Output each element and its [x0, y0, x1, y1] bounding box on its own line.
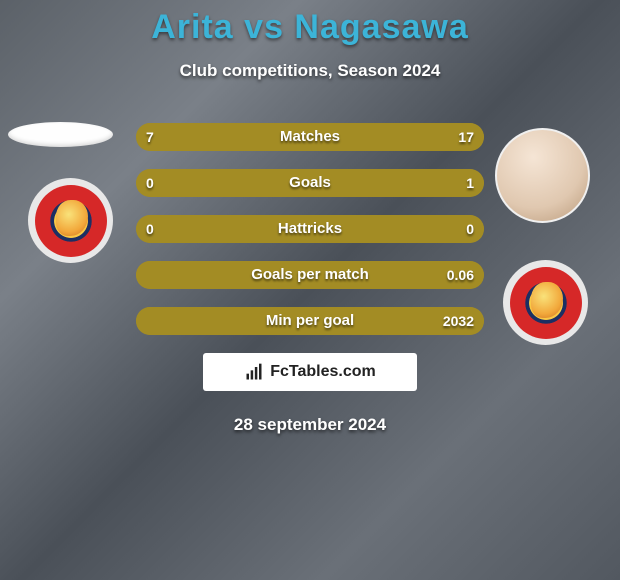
stat-value-left: 0	[146, 169, 154, 197]
vegalta-logo-icon	[35, 185, 107, 257]
stat-row: Hattricks0 0	[136, 215, 484, 243]
stat-value-left: 0	[146, 215, 154, 243]
stat-value-right: 0.06	[447, 261, 474, 289]
stat-label: Min per goal	[136, 307, 484, 335]
stat-value-right: 2032	[443, 307, 474, 335]
stat-value-right: 1	[466, 169, 474, 197]
watermark[interactable]: FcTables.com	[203, 353, 417, 391]
page-title: Arita vs Nagasawa	[0, 0, 620, 47]
stat-label: Hattricks	[136, 215, 484, 243]
stat-row: Matches7 17	[136, 123, 484, 151]
comparison-card: Arita vs Nagasawa Club competitions, Sea…	[0, 0, 620, 580]
club-logo-left	[28, 178, 113, 263]
chart-icon	[244, 362, 264, 382]
stat-value-left: 7	[146, 123, 154, 151]
stat-label: Matches	[136, 123, 484, 151]
stat-label: Goals	[136, 169, 484, 197]
stat-row: Min per goal2032	[136, 307, 484, 335]
date-label: 28 september 2024	[0, 415, 620, 435]
stat-value-right: 17	[458, 123, 474, 151]
player-left-avatar	[8, 122, 113, 147]
watermark-text: FcTables.com	[270, 363, 376, 381]
vegalta-logo-icon	[510, 267, 582, 339]
stat-row: Goals0 1	[136, 169, 484, 197]
club-logo-right	[503, 260, 588, 345]
stat-label: Goals per match	[136, 261, 484, 289]
stats-container: Matches717Goals01Hattricks00Goals per ma…	[136, 123, 484, 335]
stat-value-right: 0	[466, 215, 474, 243]
player-right-avatar	[495, 128, 590, 223]
subtitle: Club competitions, Season 2024	[0, 61, 620, 81]
stat-row: Goals per match0.06	[136, 261, 484, 289]
